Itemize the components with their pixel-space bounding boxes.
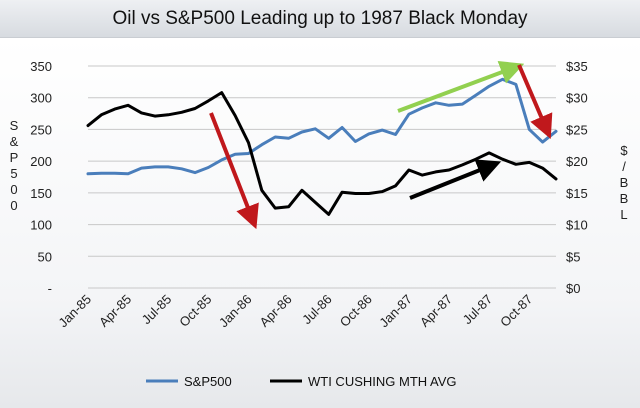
x-tick-label: Oct-87	[497, 292, 535, 330]
right-tick-label: $15	[566, 186, 588, 201]
right-axis-ticks: $0 $5 $10 $15 $20 $25 $30 $35	[566, 59, 588, 296]
right-tick-label: $10	[566, 218, 588, 233]
x-axis-ticks: Jan-85 Apr-85 Jul-85 Oct-85 Jan-86 Apr-86 Jul-…	[55, 292, 535, 331]
x-tick-label: Jan-86	[216, 292, 255, 331]
x-tick-label: Oct-85	[176, 292, 214, 330]
left-tick-label: -	[48, 281, 52, 296]
axis-label-char: L	[620, 207, 627, 222]
left-tick-label: 150	[30, 186, 52, 201]
axis-label-char: 0	[10, 198, 17, 213]
x-tick-label: Jan-87	[376, 292, 415, 331]
annotation-arrow	[409, 159, 502, 200]
annotation-arrow	[209, 112, 259, 230]
annotation-arrow	[517, 64, 553, 140]
left-axis-ticks: - 50 100 150 200 250 300 350	[30, 59, 52, 296]
x-tick-label: Jul-85	[139, 292, 175, 328]
x-tick-label: Apr-85	[96, 292, 134, 330]
axis-label-char: 5	[10, 166, 17, 181]
right-tick-label: $30	[566, 91, 588, 106]
axis-label-char: /	[622, 159, 626, 174]
x-tick-label: Jan-85	[55, 292, 94, 331]
x-tick-label: Apr-86	[256, 292, 294, 330]
axis-label-char: B	[620, 175, 629, 190]
x-tick-label: Jul-86	[299, 292, 335, 328]
x-tick-label: Jul-87	[460, 292, 496, 328]
legend: S&P500 WTI CUSHING MTH AVG	[146, 374, 457, 389]
legend-label: S&P500	[184, 374, 232, 389]
right-tick-label: $20	[566, 154, 588, 169]
gridlines	[88, 65, 556, 289]
right-tick-label: $25	[566, 122, 588, 137]
series-line	[86, 91, 558, 216]
legend-label: WTI CUSHING MTH AVG	[308, 374, 457, 389]
left-tick-label: 50	[38, 249, 52, 264]
axis-label-char: &	[10, 134, 19, 149]
chart-title: Oil vs S&P500 Leading up to 1987 Black M…	[0, 0, 640, 38]
axis-label-char: 0	[10, 182, 17, 197]
x-tick-label: Apr-87	[417, 292, 455, 330]
axis-label-char: B	[620, 191, 629, 206]
left-tick-label: 250	[30, 122, 52, 137]
series-line	[86, 77, 558, 176]
axis-label-char: S	[10, 118, 19, 133]
right-tick-label: $35	[566, 59, 588, 74]
right-tick-label: $5	[566, 249, 580, 264]
left-axis-label: S&P500	[10, 118, 19, 213]
left-tick-label: 200	[30, 154, 52, 169]
axis-label-char: $	[620, 143, 628, 158]
left-tick-label: 300	[30, 91, 52, 106]
axis-label-char: P	[10, 150, 19, 165]
left-tick-label: 100	[30, 218, 52, 233]
series-lines	[86, 77, 558, 216]
annotation-arrow	[397, 60, 525, 113]
right-axis-label: $/BBL	[620, 143, 629, 222]
left-tick-label: 350	[30, 59, 52, 74]
right-tick-label: $0	[566, 281, 580, 296]
x-tick-label: Oct-86	[337, 292, 375, 330]
annotation-arrows	[209, 60, 553, 230]
